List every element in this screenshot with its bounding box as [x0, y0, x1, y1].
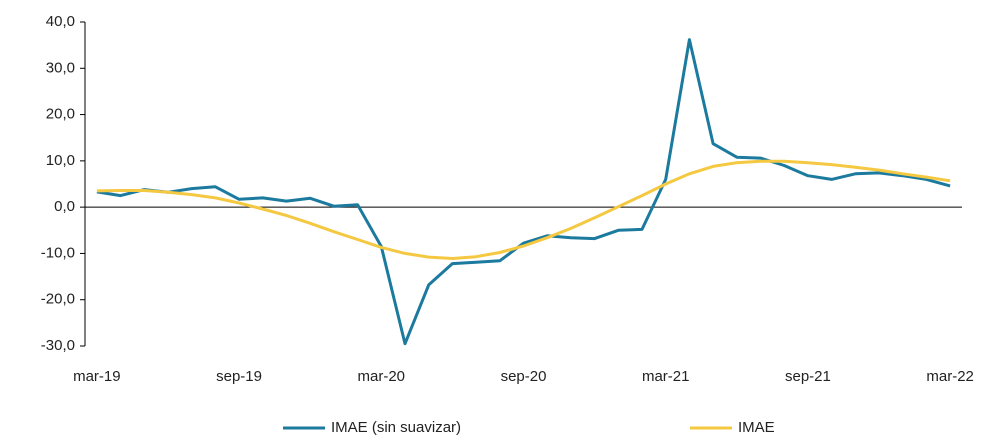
- y-tick-label: 30,0: [46, 59, 75, 76]
- y-tick-label: -30,0: [41, 337, 75, 354]
- y-tick-label: 0,0: [54, 198, 75, 215]
- series-line: [96, 38, 951, 346]
- x-tick-label: sep-20: [501, 368, 547, 385]
- x-tick-label: mar-20: [358, 368, 406, 385]
- x-tick-label: sep-21: [785, 368, 831, 385]
- legend-label: IMAE (sin suavizar): [331, 419, 461, 436]
- y-tick-label: -20,0: [41, 291, 75, 308]
- x-tick-label: sep-19: [216, 368, 262, 385]
- y-tick-label: 40,0: [46, 13, 75, 30]
- x-tick-label: mar-21: [642, 368, 690, 385]
- legend-label: IMAE: [738, 419, 775, 436]
- y-tick-label: 20,0: [46, 106, 75, 123]
- x-tick-label: mar-22: [926, 368, 974, 385]
- y-tick-label: -10,0: [41, 244, 75, 261]
- x-tick-label: mar-19: [73, 368, 121, 385]
- series-line: [96, 159, 951, 260]
- y-tick-label: 10,0: [46, 152, 75, 169]
